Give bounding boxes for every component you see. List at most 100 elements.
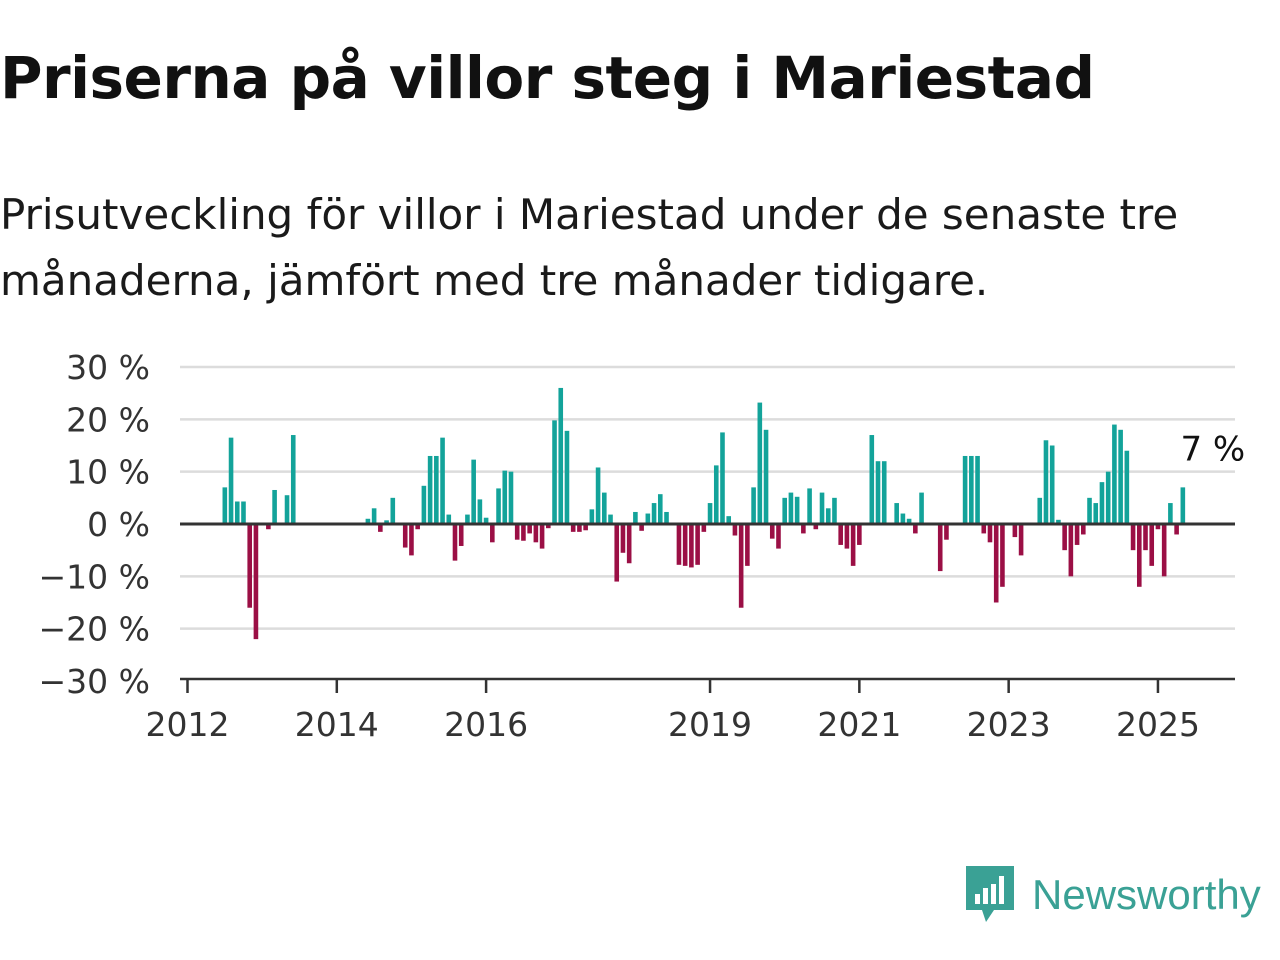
bar bbox=[1155, 524, 1161, 530]
bar bbox=[378, 524, 383, 532]
bar bbox=[583, 524, 588, 531]
bar bbox=[1037, 497, 1043, 524]
y-tick-label: 0 % bbox=[87, 505, 150, 544]
bar bbox=[421, 485, 427, 524]
bar bbox=[1081, 524, 1086, 535]
y-tick-label: −30 % bbox=[39, 662, 151, 701]
bar bbox=[434, 455, 439, 524]
bar bbox=[1124, 450, 1130, 524]
bar bbox=[440, 437, 445, 524]
bar bbox=[875, 461, 881, 524]
bar bbox=[552, 420, 557, 524]
bar bbox=[1012, 524, 1018, 538]
bar bbox=[508, 471, 514, 524]
x-tick-label: 2021 bbox=[817, 705, 901, 744]
bar bbox=[539, 524, 545, 549]
bar bbox=[987, 524, 993, 543]
x-tick-label: 2014 bbox=[295, 705, 379, 744]
bar bbox=[713, 465, 719, 524]
bar bbox=[794, 496, 800, 524]
bar bbox=[1062, 524, 1067, 551]
x-tick-label: 2023 bbox=[967, 705, 1051, 744]
bar bbox=[384, 520, 389, 524]
bar bbox=[415, 524, 420, 530]
bar bbox=[266, 524, 271, 530]
bar bbox=[570, 524, 576, 532]
bar bbox=[371, 508, 377, 524]
bar bbox=[707, 503, 713, 524]
bar bbox=[993, 524, 999, 603]
bar bbox=[527, 524, 532, 534]
bar bbox=[975, 455, 980, 524]
x-tick-label: 2019 bbox=[668, 705, 752, 744]
bar-chart: 30 % 20 % 10 % 0 % −10 % −20 % −30 % 2012 2014 20… bbox=[39, 348, 1246, 744]
bar bbox=[1049, 445, 1055, 524]
bar bbox=[894, 503, 899, 524]
bar bbox=[944, 524, 949, 540]
bar bbox=[496, 488, 501, 524]
bar bbox=[471, 459, 476, 524]
x-tick-label: 2025 bbox=[1116, 705, 1200, 744]
bar bbox=[645, 513, 651, 524]
bar bbox=[222, 487, 228, 524]
bar bbox=[490, 524, 495, 543]
bar bbox=[807, 488, 812, 524]
newsworthy-logo-icon bbox=[966, 866, 1014, 922]
bar bbox=[521, 524, 526, 541]
bar bbox=[745, 524, 750, 566]
bar bbox=[1161, 524, 1167, 577]
bar bbox=[825, 508, 831, 524]
brand-name: Newsworthy bbox=[1032, 871, 1261, 918]
bar bbox=[819, 492, 825, 524]
bar bbox=[633, 511, 638, 524]
bar bbox=[1118, 429, 1123, 524]
bar bbox=[253, 524, 259, 640]
bar bbox=[626, 524, 632, 564]
bar bbox=[913, 524, 918, 534]
bar bbox=[620, 524, 626, 553]
bar bbox=[1149, 524, 1155, 566]
bar bbox=[234, 501, 240, 524]
x-tick-label: 2016 bbox=[444, 705, 528, 744]
y-tick-label: −20 % bbox=[39, 610, 151, 649]
bar bbox=[857, 524, 862, 545]
bar bbox=[1000, 524, 1005, 587]
bar bbox=[514, 524, 520, 540]
bar bbox=[558, 387, 564, 524]
bar bbox=[272, 489, 277, 524]
bar bbox=[533, 524, 539, 543]
bar bbox=[776, 524, 781, 549]
bar bbox=[427, 455, 433, 524]
bar bbox=[1093, 503, 1099, 524]
bar bbox=[1174, 524, 1179, 535]
bar bbox=[446, 514, 452, 524]
bar bbox=[701, 524, 707, 532]
bar bbox=[1105, 471, 1111, 524]
last-value-label: 7 % bbox=[1180, 429, 1245, 469]
y-tick-label: 20 % bbox=[66, 400, 150, 439]
bar bbox=[1074, 524, 1080, 545]
chart-subtitle: Prisutveckling för villor i Mariestad un… bbox=[0, 190, 1179, 305]
bar bbox=[838, 524, 843, 545]
bar bbox=[850, 524, 856, 566]
bar bbox=[695, 524, 700, 565]
bar bbox=[1136, 524, 1142, 587]
chart-title: Priserna på villor steg i Mariestad bbox=[0, 44, 1095, 112]
bar bbox=[402, 524, 408, 548]
x-tick-label: 2012 bbox=[146, 705, 230, 744]
bar bbox=[832, 497, 837, 524]
bar bbox=[782, 497, 787, 524]
bar bbox=[664, 511, 669, 524]
axes bbox=[180, 522, 1235, 693]
bar bbox=[788, 492, 794, 524]
bar bbox=[937, 524, 943, 572]
bar bbox=[869, 435, 875, 524]
bar bbox=[502, 470, 508, 524]
bar bbox=[608, 514, 613, 524]
bar bbox=[458, 524, 464, 546]
bar bbox=[801, 524, 806, 534]
bar bbox=[409, 524, 414, 556]
bar bbox=[757, 402, 763, 524]
bar bbox=[1018, 524, 1024, 556]
gridlines bbox=[180, 365, 1235, 630]
